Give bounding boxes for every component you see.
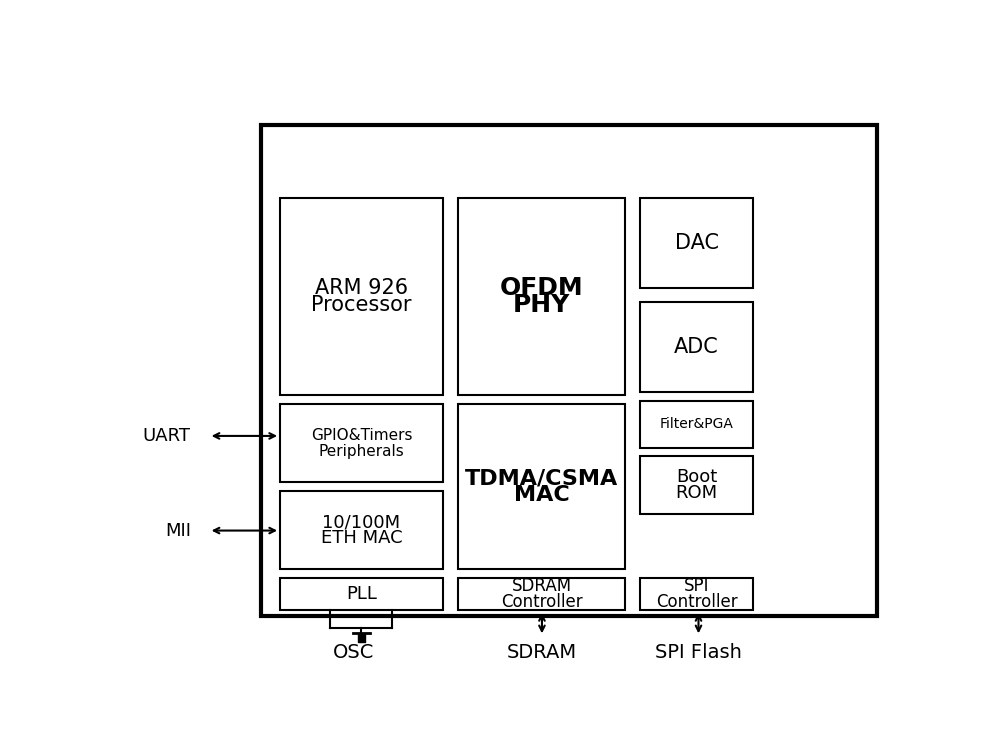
Bar	[458, 198, 625, 395]
Text: Controller: Controller	[501, 593, 582, 611]
Text: 10/100M: 10/100M	[322, 513, 400, 531]
Text: MII: MII	[165, 522, 191, 540]
Text: OFDM: OFDM	[500, 277, 583, 300]
Bar	[280, 198, 443, 395]
Bar	[280, 491, 443, 569]
Bar	[640, 198, 753, 288]
Text: PLL: PLL	[346, 585, 377, 603]
Bar	[640, 401, 753, 448]
Bar	[458, 404, 625, 569]
Text: Processor: Processor	[311, 295, 412, 314]
Text: Peripherals: Peripherals	[318, 444, 404, 459]
Text: SPI: SPI	[684, 577, 709, 595]
Text: ARM 926: ARM 926	[315, 278, 408, 299]
Text: Filter&PGA: Filter&PGA	[660, 417, 734, 431]
Text: PHY: PHY	[513, 293, 570, 317]
Text: DAC: DAC	[675, 233, 719, 253]
Text: GPIO&Timers: GPIO&Timers	[311, 428, 412, 443]
Text: ETH MAC: ETH MAC	[321, 529, 402, 547]
Text: UART: UART	[143, 427, 191, 445]
Bar	[640, 456, 753, 514]
Bar	[458, 578, 625, 610]
Text: Boot: Boot	[676, 468, 717, 486]
Text: MAC: MAC	[514, 485, 569, 505]
Bar	[280, 578, 443, 610]
Text: SPI Flash: SPI Flash	[655, 643, 742, 662]
Text: Controller: Controller	[656, 593, 737, 611]
Text: OSC: OSC	[333, 643, 374, 662]
Text: ROM: ROM	[676, 484, 718, 502]
Bar	[640, 302, 753, 392]
Text: ADC: ADC	[674, 337, 719, 357]
Text: TDMA/CSMA: TDMA/CSMA	[465, 468, 618, 489]
Text: SDRAM: SDRAM	[507, 643, 577, 662]
Bar	[640, 578, 753, 610]
Bar	[280, 404, 443, 483]
Text: SDRAM: SDRAM	[512, 577, 572, 595]
Bar	[261, 125, 877, 616]
